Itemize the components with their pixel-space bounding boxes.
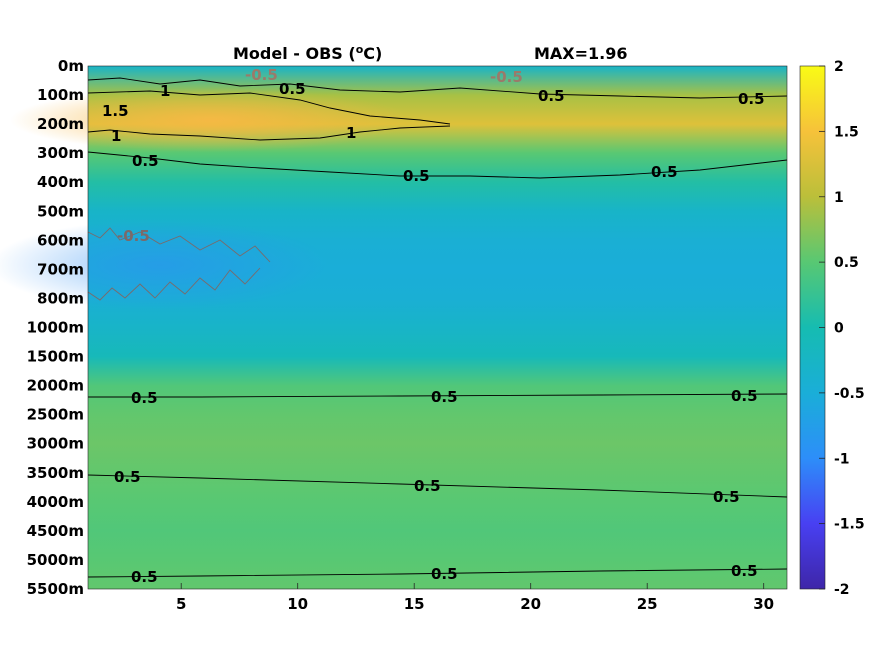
- contour-label: 1: [160, 82, 170, 100]
- y-tick-label: 400m: [37, 173, 84, 191]
- colorbar-tick-label: 1: [834, 190, 844, 206]
- contour-label: 0.5: [713, 488, 740, 506]
- heatmap-field: [88, 66, 787, 589]
- warm-anomaly-region: [10, 88, 410, 152]
- y-tick-label: 100m: [37, 86, 84, 104]
- y-tick-label: 1500m: [27, 348, 84, 366]
- y-tick-label: 5500m: [27, 580, 84, 598]
- negative-contour-line-1: [87, 227, 271, 263]
- contour-line-1: [87, 77, 788, 99]
- contour-label: 0.5: [414, 477, 441, 495]
- contour-line-5: [88, 393, 788, 398]
- contour-label: 0.5: [131, 389, 158, 407]
- contour-label: 1: [111, 127, 121, 145]
- y-tick-label: 300m: [37, 144, 84, 162]
- negative-contour-lines: [87, 227, 271, 301]
- contour-label: 0.5: [731, 387, 758, 405]
- y-tick-label: 200m: [37, 115, 84, 133]
- contour-label: 1.5: [102, 102, 129, 120]
- contour-line-2: [87, 90, 451, 125]
- cool-anomaly-region: [0, 220, 330, 310]
- y-tick-label: 4500m: [27, 522, 84, 540]
- y-tick-label: 3000m: [27, 435, 84, 453]
- contour-label: 0.5: [132, 152, 159, 170]
- y-tick-label: 800m: [37, 289, 84, 307]
- colorbar-tick-label: 0.5: [834, 255, 859, 271]
- x-tick-label: 30: [753, 595, 774, 613]
- plot-frame: [87, 65, 788, 590]
- contour-label: 0.5: [114, 468, 141, 486]
- max-value-label: MAX=1.96: [534, 44, 628, 63]
- contour-label: 0.5: [279, 80, 306, 98]
- y-tick-label: 4000m: [27, 493, 84, 511]
- y-tick-label: 500m: [37, 202, 84, 220]
- colorbar: 2 1.5 1 0.5 0 -0.5 -1 -1.5 -2: [799, 59, 865, 598]
- contour-lines: [87, 77, 788, 578]
- colorbar-ticks: 2 1.5 1 0.5 0 -0.5 -1 -1.5 -2: [819, 59, 865, 598]
- contour-line-6: [87, 474, 788, 498]
- heatmap-plot-area: 0.5 0.5 0.5 1 1 1 1.5 0.5 0.5 0.5 -0.5 -…: [0, 65, 788, 590]
- contour-label: -0.5: [490, 68, 523, 86]
- y-tick-label: 1000m: [27, 319, 84, 337]
- x-tick-label: 20: [520, 595, 541, 613]
- colorbar-tick-label: 2: [834, 59, 844, 75]
- contour-line-4: [87, 151, 788, 179]
- contour-label: 0.5: [731, 562, 758, 580]
- y-tick-label: 0m: [58, 57, 84, 75]
- y-tick-label: 2500m: [27, 406, 84, 424]
- y-axis: 0m 100m 200m 300m 400m 500m 600m 700m 800m 1000m 1…: [27, 57, 84, 598]
- contour-line-3: [87, 125, 451, 141]
- colorbar-tick-label: 1.5: [834, 124, 859, 140]
- contour-label: 0.5: [403, 167, 430, 185]
- colorbar-tick-label: 0: [834, 321, 844, 337]
- y-tick-label: 700m: [37, 260, 84, 278]
- x-tick-label: 5: [176, 595, 186, 613]
- contour-label: 0.5: [131, 568, 158, 586]
- x-tick-label: 25: [637, 595, 658, 613]
- contour-label: -0.5: [245, 66, 278, 84]
- x-tick-label: 10: [287, 595, 308, 613]
- contour-label: 0.5: [651, 163, 678, 181]
- colorbar-tick-label: -1: [834, 451, 850, 467]
- colorbar-tick-label: -2: [834, 582, 850, 598]
- y-tick-label: 600m: [37, 231, 84, 249]
- colorbar-tick-label: -0.5: [834, 386, 865, 402]
- y-tick-label: 3500m: [27, 464, 84, 482]
- contour-labels: 0.5 0.5 0.5 1 1 1 1.5 0.5 0.5 0.5 -0.5 -…: [102, 66, 765, 586]
- contour-label: 1: [346, 124, 356, 142]
- contour-line-7: [87, 568, 788, 578]
- chart-title: Model - OBS (oC): [233, 43, 382, 63]
- y-tick-label: 5000m: [27, 551, 84, 569]
- x-axis: 5 10 15 20 25 30: [176, 583, 774, 613]
- contour-label: 0.5: [538, 87, 565, 105]
- x-tick-label: 15: [404, 595, 425, 613]
- negative-contour-line-2: [87, 267, 261, 301]
- contour-label: 0.5: [431, 565, 458, 583]
- contour-label: -0.5: [117, 227, 150, 245]
- y-tick-label: 2000m: [27, 377, 84, 395]
- contour-label: 0.5: [431, 388, 458, 406]
- contour-label: 0.5: [738, 90, 765, 108]
- colorbar-tick-label: -1.5: [834, 517, 865, 533]
